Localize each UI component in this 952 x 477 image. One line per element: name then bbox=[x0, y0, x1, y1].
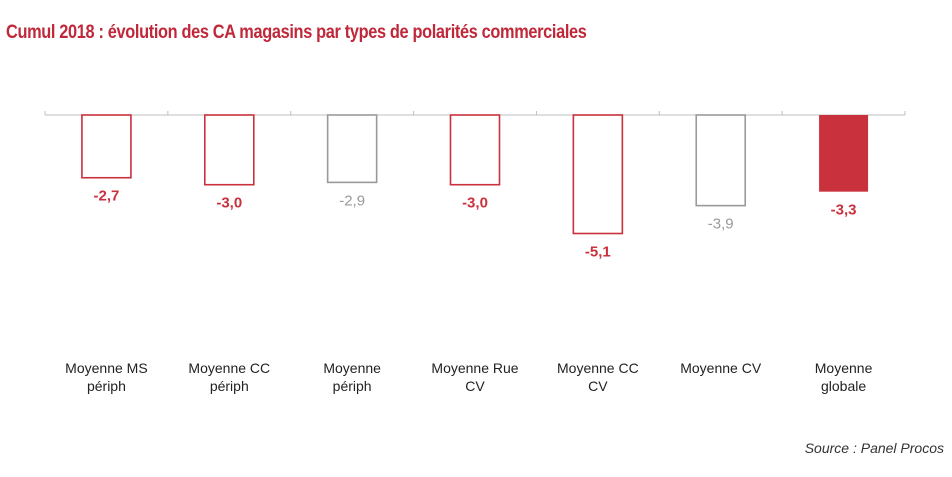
bar bbox=[81, 114, 132, 179]
category-label: CV bbox=[465, 378, 485, 394]
category-label: périph bbox=[87, 378, 126, 394]
category-label: Moyenne CC bbox=[557, 360, 639, 376]
data-label: -3,0 bbox=[462, 195, 488, 212]
data-label: -3,0 bbox=[216, 195, 242, 212]
category-label: Moyenne bbox=[323, 360, 381, 376]
data-labels-layer: -2,7 -3,0 -2,9 -3,0 -5,1 -3,9 -3,3 bbox=[93, 188, 856, 261]
category-label: CV bbox=[588, 378, 608, 394]
bar bbox=[449, 114, 501, 186]
bar bbox=[326, 114, 378, 184]
source-note: Source : Panel Procos bbox=[804, 440, 944, 456]
data-label: -2,7 bbox=[93, 188, 119, 205]
data-label: -5,1 bbox=[585, 244, 611, 261]
category-label: Moyenne Rue bbox=[431, 360, 518, 376]
category-label: Moyenne CV bbox=[680, 360, 762, 376]
category-label: périph bbox=[210, 378, 249, 394]
bar bbox=[572, 114, 624, 235]
category-label: Moyenne MS bbox=[65, 360, 147, 376]
data-label: -3,9 bbox=[708, 216, 734, 233]
bar bbox=[203, 114, 255, 186]
data-label: -2,9 bbox=[339, 192, 365, 209]
category-label: Moyenne CC bbox=[188, 360, 270, 376]
category-labels-layer: Moyenne MS périph Moyenne CC périph Moyenne p… bbox=[65, 360, 872, 394]
bar bbox=[695, 114, 747, 207]
data-label: -3,3 bbox=[831, 202, 857, 219]
category-label: Moyenne bbox=[815, 360, 873, 376]
bars-layer bbox=[81, 114, 869, 235]
category-label: périph bbox=[333, 378, 372, 394]
chart-title: Cumul 2018 : évolution des CA magasins p… bbox=[6, 22, 587, 43]
category-label: globale bbox=[821, 378, 866, 394]
bar bbox=[819, 115, 869, 192]
